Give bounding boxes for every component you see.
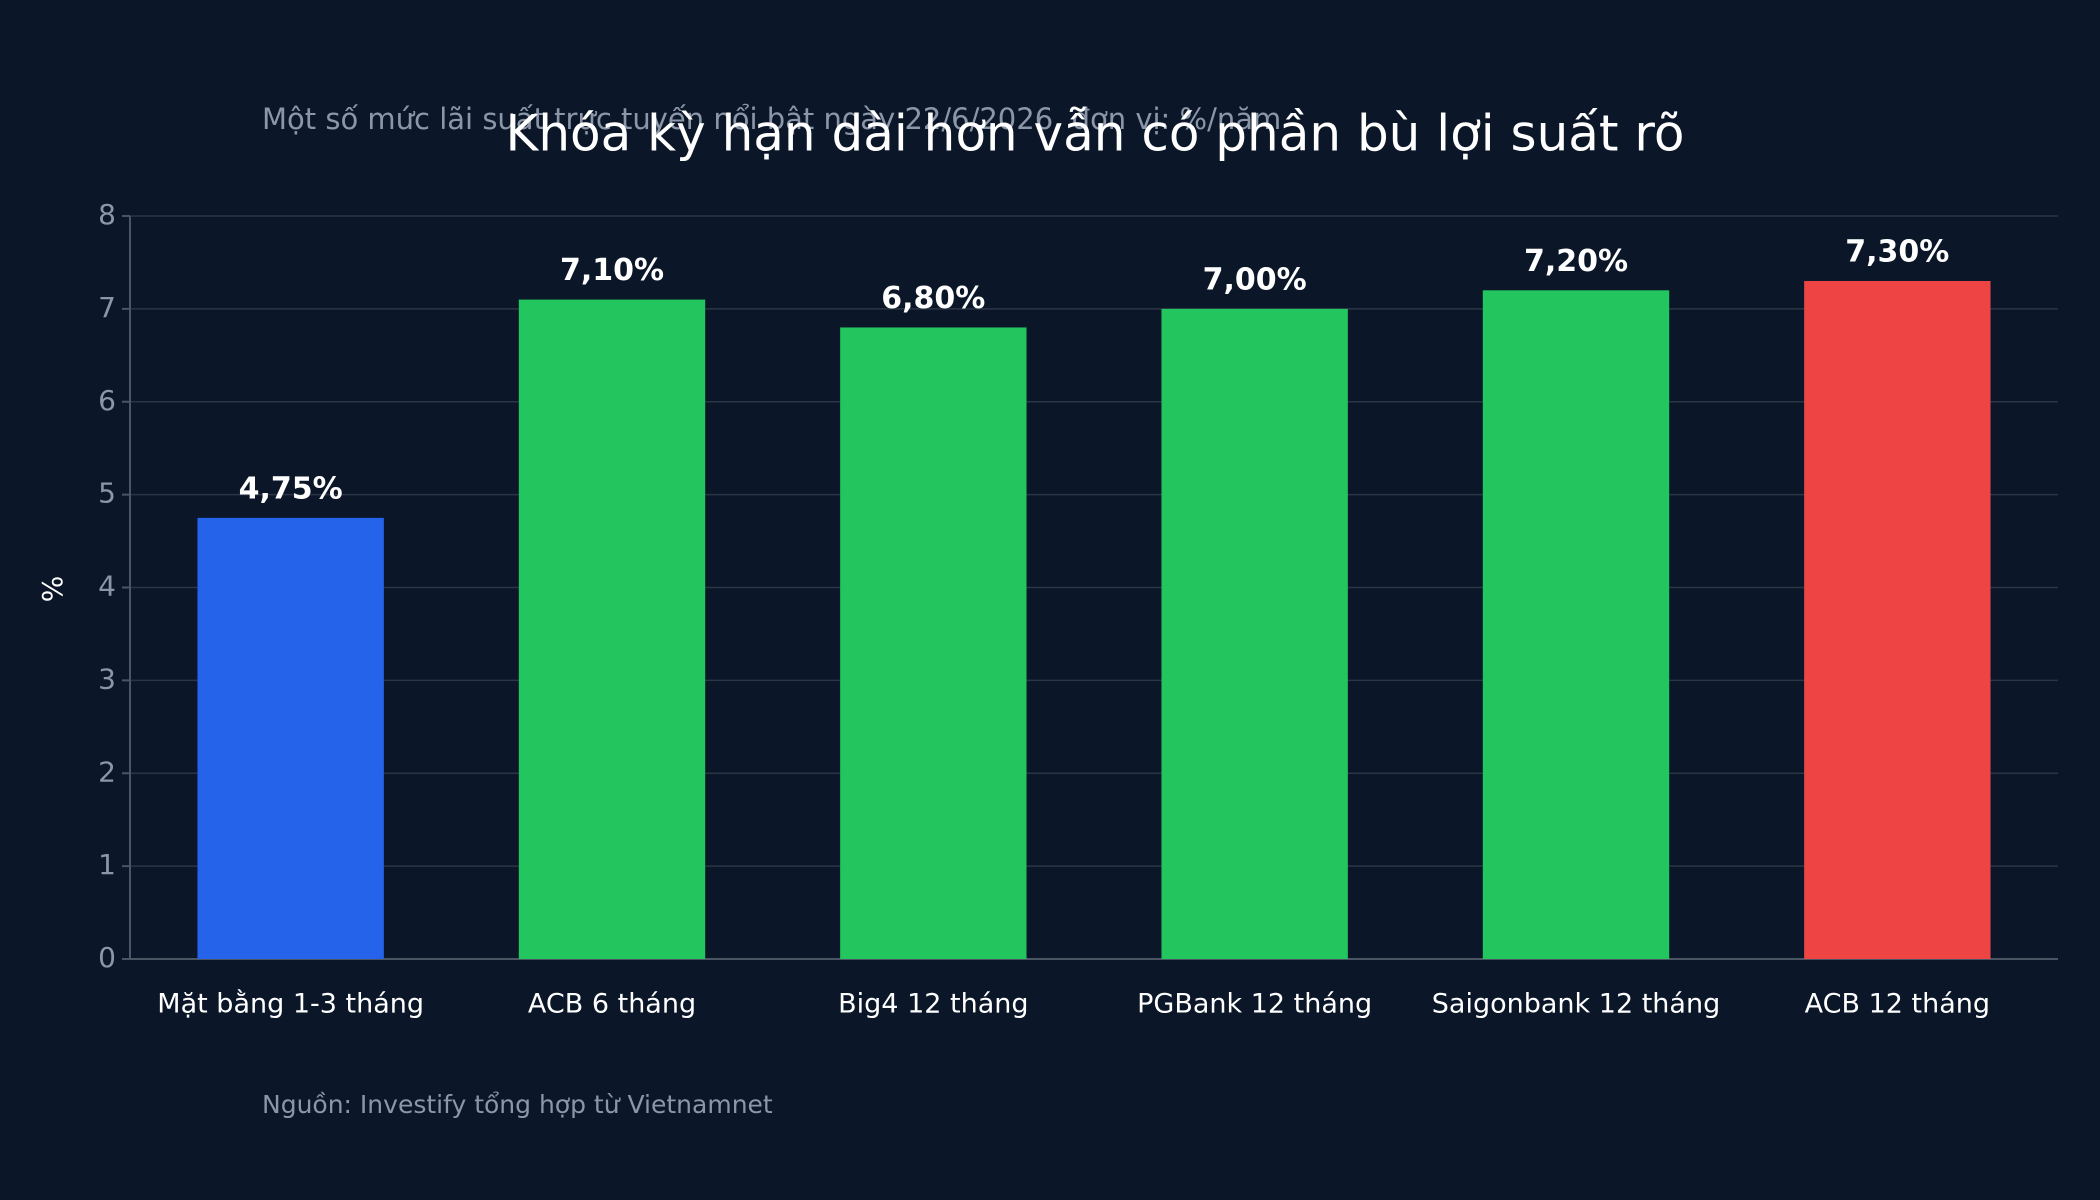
value-label: 4,75% — [239, 471, 343, 506]
value-label: 7,20% — [1524, 244, 1628, 279]
value-label: 7,00% — [1203, 262, 1307, 297]
x-tick-label: ACB 12 tháng — [1805, 989, 1990, 1020]
x-tick-label: Saigonbank 12 tháng — [1432, 989, 1720, 1020]
value-label: 6,80% — [881, 281, 985, 316]
x-tick-label: ACB 6 tháng — [528, 989, 696, 1020]
chart-subtitle: Một số mức lãi suất trực tuyến nổi bật n… — [262, 102, 1281, 136]
bar — [840, 327, 1027, 959]
y-tick-label: 3 — [98, 662, 116, 695]
x-tick-label: Mặt bằng 1-3 tháng — [157, 989, 424, 1020]
y-tick-label: 4 — [98, 570, 116, 603]
bar — [518, 299, 706, 959]
chart-title: Khóa kỳ hạn dài hơn vẫn có phần bù lợi s… — [506, 105, 1685, 163]
bar — [197, 517, 384, 959]
y-tick-label: 1 — [98, 848, 116, 881]
bar — [1804, 281, 1991, 959]
y-tick-label: 7 — [98, 291, 116, 324]
y-axis-label: % — [36, 576, 69, 603]
x-tick-label: Big4 12 tháng — [838, 989, 1028, 1020]
bar — [1482, 290, 1670, 959]
y-tick-label: 0 — [98, 941, 116, 974]
y-tick-label: 5 — [98, 477, 116, 510]
x-tick-label: PGBank 12 tháng — [1137, 989, 1372, 1020]
source-note: Nguồn: Investify tổng hợp từ Vietnamnet — [262, 1090, 773, 1119]
y-tick-label: 6 — [98, 384, 116, 417]
y-tick-label: 2 — [98, 755, 116, 788]
y-tick-label: 8 — [98, 198, 116, 231]
value-label: 7,30% — [1845, 235, 1949, 270]
bar — [1161, 308, 1348, 959]
value-label: 7,10% — [560, 253, 664, 288]
